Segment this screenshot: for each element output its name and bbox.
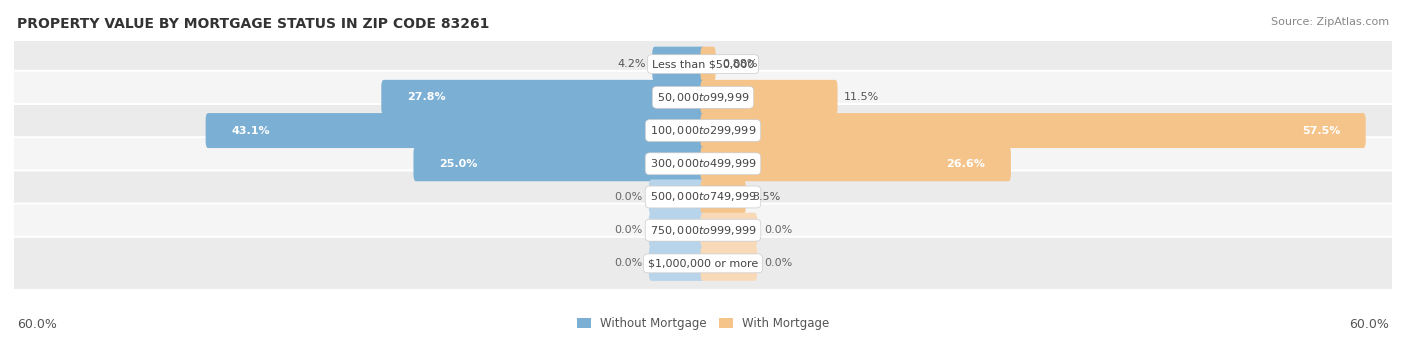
Text: 0.0%: 0.0% xyxy=(763,225,792,235)
Text: 60.0%: 60.0% xyxy=(17,318,56,331)
Text: 0.0%: 0.0% xyxy=(763,258,792,268)
FancyBboxPatch shape xyxy=(4,38,1402,91)
Text: $100,000 to $299,999: $100,000 to $299,999 xyxy=(650,124,756,137)
Text: $500,000 to $749,999: $500,000 to $749,999 xyxy=(650,191,756,204)
FancyBboxPatch shape xyxy=(700,179,745,214)
FancyBboxPatch shape xyxy=(700,113,1365,148)
Text: 0.0%: 0.0% xyxy=(614,225,643,235)
Text: 4.2%: 4.2% xyxy=(617,59,645,69)
FancyBboxPatch shape xyxy=(4,170,1402,224)
FancyBboxPatch shape xyxy=(413,146,706,181)
FancyBboxPatch shape xyxy=(700,213,758,248)
Text: 27.8%: 27.8% xyxy=(406,92,446,102)
Text: $750,000 to $999,999: $750,000 to $999,999 xyxy=(650,224,756,237)
Text: 43.1%: 43.1% xyxy=(231,125,270,136)
Text: Less than $50,000: Less than $50,000 xyxy=(652,59,754,69)
FancyBboxPatch shape xyxy=(700,47,716,81)
Text: $1,000,000 or more: $1,000,000 or more xyxy=(648,258,758,268)
FancyBboxPatch shape xyxy=(381,80,706,115)
FancyBboxPatch shape xyxy=(4,71,1402,124)
Text: 60.0%: 60.0% xyxy=(1350,318,1389,331)
Text: 0.88%: 0.88% xyxy=(723,59,758,69)
FancyBboxPatch shape xyxy=(205,113,706,148)
FancyBboxPatch shape xyxy=(4,137,1402,190)
Text: 25.0%: 25.0% xyxy=(439,159,477,169)
Text: PROPERTY VALUE BY MORTGAGE STATUS IN ZIP CODE 83261: PROPERTY VALUE BY MORTGAGE STATUS IN ZIP… xyxy=(17,17,489,31)
Text: 57.5%: 57.5% xyxy=(1302,125,1340,136)
Text: 11.5%: 11.5% xyxy=(844,92,880,102)
Text: 3.5%: 3.5% xyxy=(752,192,780,202)
Text: 0.0%: 0.0% xyxy=(614,192,643,202)
FancyBboxPatch shape xyxy=(648,213,706,248)
Text: $300,000 to $499,999: $300,000 to $499,999 xyxy=(650,157,756,170)
FancyBboxPatch shape xyxy=(4,204,1402,257)
FancyBboxPatch shape xyxy=(648,179,706,214)
Text: 0.0%: 0.0% xyxy=(614,258,643,268)
Text: Source: ZipAtlas.com: Source: ZipAtlas.com xyxy=(1271,17,1389,27)
FancyBboxPatch shape xyxy=(700,146,1011,181)
FancyBboxPatch shape xyxy=(4,104,1402,157)
FancyBboxPatch shape xyxy=(700,80,838,115)
FancyBboxPatch shape xyxy=(700,246,758,281)
Text: 26.6%: 26.6% xyxy=(946,159,986,169)
Text: $50,000 to $99,999: $50,000 to $99,999 xyxy=(657,91,749,104)
Legend: Without Mortgage, With Mortgage: Without Mortgage, With Mortgage xyxy=(572,313,834,335)
FancyBboxPatch shape xyxy=(4,237,1402,290)
FancyBboxPatch shape xyxy=(648,246,706,281)
FancyBboxPatch shape xyxy=(652,47,706,81)
